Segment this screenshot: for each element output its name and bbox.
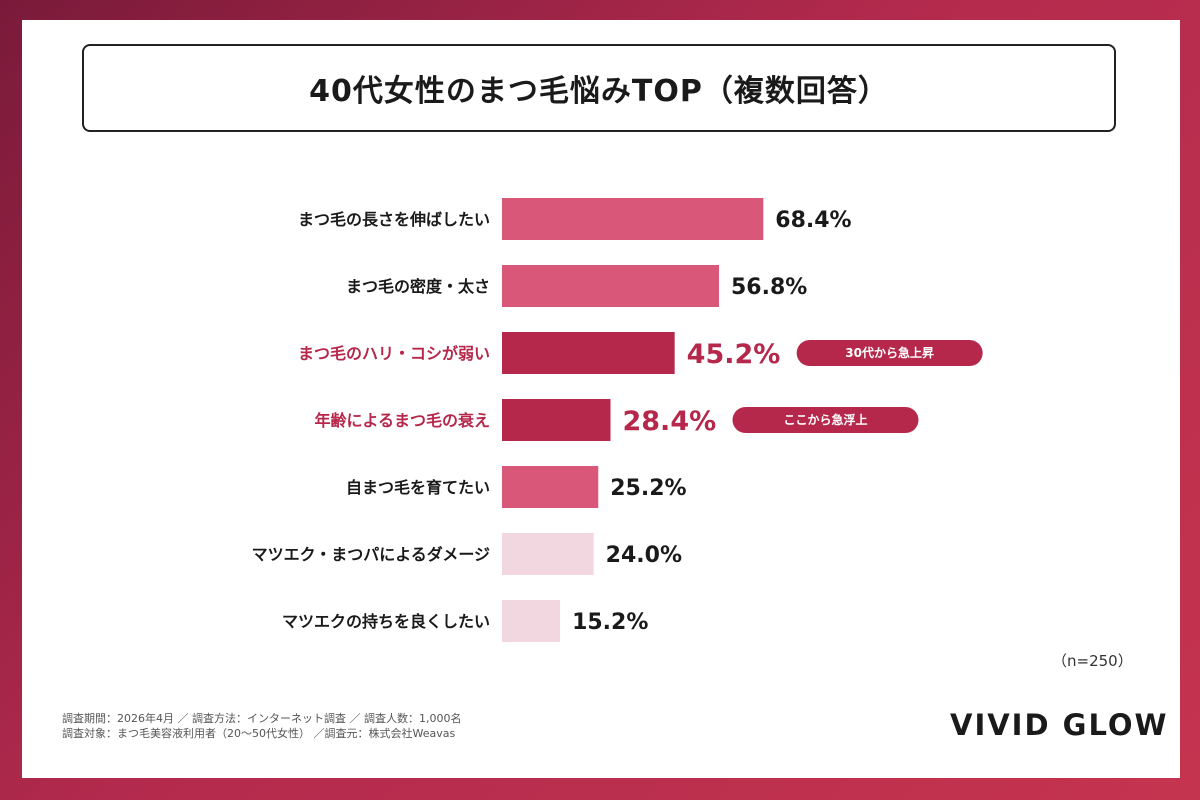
category-label: まつ毛のハリ・コシが弱い <box>298 344 490 363</box>
annotation-badge <box>732 407 919 433</box>
category-label: まつ毛の密度・太さ <box>346 277 490 296</box>
category-label: 自まつ毛を育てたい <box>346 478 490 497</box>
value-label: 45.2% <box>687 339 781 370</box>
category-label: まつ毛の長さを伸ばしたい <box>298 210 490 229</box>
value-label: 68.4% <box>775 208 851 233</box>
bar <box>502 600 561 642</box>
annotation-badge <box>796 340 983 366</box>
survey-notes: 調査期間：2026年4月 ／ 調査方法：インターネット調査 ／ 調査人数：1,0… <box>62 711 461 741</box>
bar <box>502 198 764 240</box>
sample-size: （n=250） <box>1052 652 1133 670</box>
value-label: 15.2% <box>572 610 648 635</box>
survey-note-line: 調査対象：まつ毛美容液利用者（20〜50代女性） ／調査元：株式会社Weavas <box>62 727 456 740</box>
bar <box>502 466 599 508</box>
bar <box>502 533 594 575</box>
chart-title-box: 40代女性のまつ毛悩みTOP（複数回答） <box>82 44 1116 132</box>
annotation-badge-text: 30代から急上昇 <box>845 345 934 360</box>
value-label: 56.8% <box>731 275 807 300</box>
value-label: 25.2% <box>610 476 686 501</box>
bar <box>502 265 719 307</box>
category-label: 年齢によるまつ毛の衰え <box>314 411 490 430</box>
chart-title: 40代女性のまつ毛悩みTOP（複数回答） <box>309 74 889 109</box>
bar-chart: まつ毛の長さを伸ばしたい 68.4% まつ毛の密度・太さ 56.8% まつ毛のハリ・コシ… <box>252 198 983 642</box>
value-label: 28.4% <box>622 406 716 437</box>
category-label: マツエク・まつパによるダメージ <box>252 545 490 564</box>
survey-note-line: 調査期間：2026年4月 ／ 調査方法：インターネット調査 ／ 調査人数：1,0… <box>62 712 462 725</box>
value-label: 24.0% <box>606 543 682 568</box>
annotation-badge-text: ここから急浮上 <box>783 412 867 427</box>
bar <box>502 332 675 374</box>
chart-card: 40代女性のまつ毛悩みTOP（複数回答） まつ毛の長さを伸ばしたい 68.4% まつ… <box>22 20 1180 778</box>
brand-logo: VIVID GLOW <box>950 708 1169 742</box>
category-label: マツエクの持ちを良くしたい <box>282 612 490 631</box>
bar <box>502 399 611 441</box>
